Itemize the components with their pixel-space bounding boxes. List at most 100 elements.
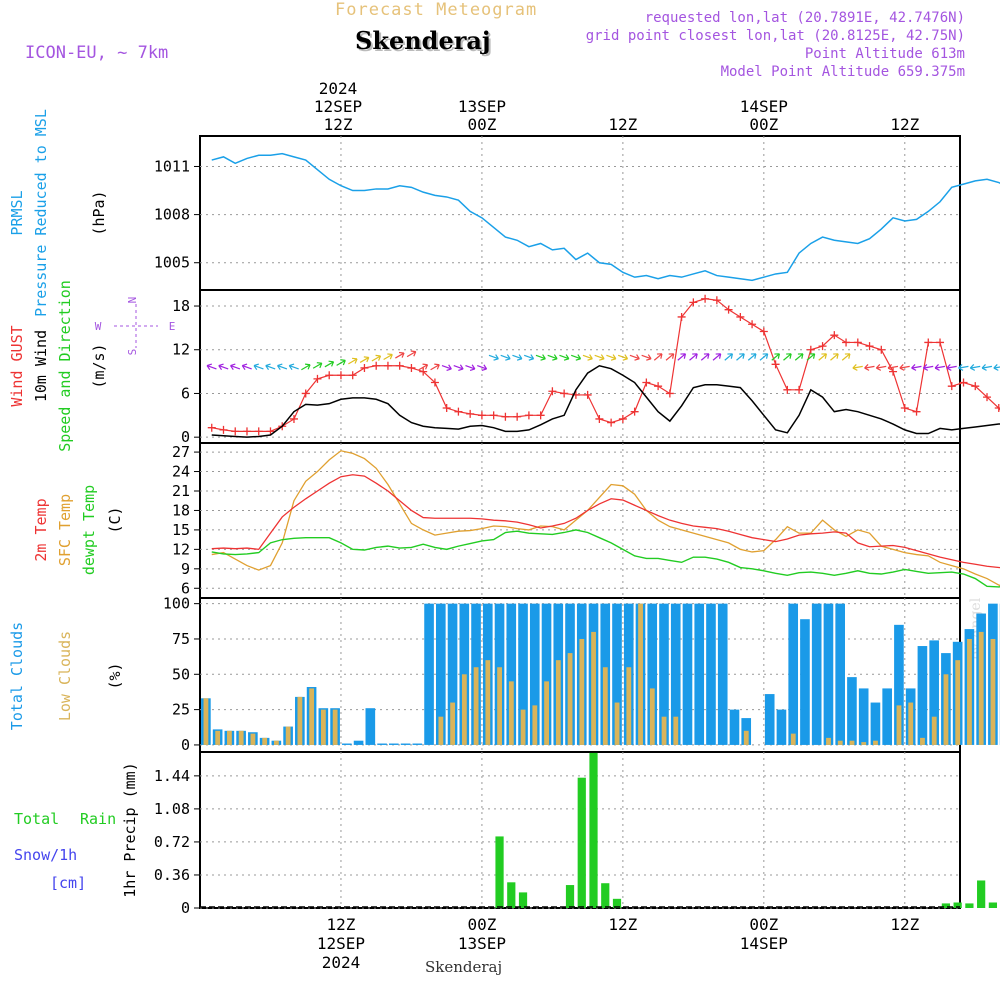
wind-arrow-icon <box>875 364 887 371</box>
wind-arrow-icon <box>841 353 851 361</box>
wind-arrow-head <box>422 363 429 370</box>
wind-arrow-head <box>241 363 248 371</box>
wind-arrow-shaft <box>535 354 546 360</box>
total-cloud-bar <box>894 624 904 745</box>
wind-arrow-shaft <box>348 358 358 365</box>
wind-arrow-shaft <box>477 364 487 370</box>
wind-arrow-icon <box>535 354 546 361</box>
gust-line <box>211 298 1000 432</box>
gust-marker <box>877 345 886 354</box>
total-cloud-bar <box>776 709 787 745</box>
wind-arrow-head <box>715 353 722 359</box>
clouds-ytick-label: 25 <box>172 701 190 719</box>
wind-arrow-head <box>899 364 905 371</box>
wind-arrow-head <box>703 353 710 359</box>
rain-bar <box>507 882 516 908</box>
rain-bar <box>565 885 575 908</box>
time-label-top: 2024 <box>319 79 358 98</box>
low-cloud-bar <box>438 716 444 745</box>
temperature-ytick-label: 27 <box>172 443 190 461</box>
wind-arrow-icon <box>783 353 792 361</box>
dewpoint-line <box>211 529 1000 588</box>
wind-arrow-shaft <box>418 364 428 371</box>
gust-marker <box>583 390 592 399</box>
low-cloud-bar <box>508 681 514 745</box>
rain-bar <box>601 883 610 908</box>
wind-arrow-head <box>528 354 535 361</box>
gust-marker <box>912 407 921 416</box>
rain-bar <box>518 892 528 908</box>
gust-marker <box>430 378 439 387</box>
wind-arrow-icon <box>934 364 946 371</box>
wind-arrow-icon <box>629 354 640 361</box>
low-cloud-bar <box>873 740 878 745</box>
wind-arrow-icon <box>547 354 558 361</box>
low-cloud-bar <box>673 716 679 745</box>
wind-arrow-head <box>668 353 675 359</box>
low-cloud-bar <box>920 737 925 745</box>
low-cloud-bar <box>579 638 585 745</box>
gust-marker <box>595 414 604 423</box>
total-cloud-bar <box>800 619 810 745</box>
total-cloud-bar <box>659 603 669 745</box>
wind-arrow-shaft <box>230 364 241 370</box>
low-cloud-bar <box>955 660 961 745</box>
sfc-temp-line <box>211 450 1000 587</box>
wind-arrow-head <box>646 354 652 361</box>
wind-arrow-shaft <box>864 365 875 369</box>
wind-panel-frame <box>199 289 961 444</box>
time-label-bottom: 14SEP <box>740 934 788 953</box>
low-cloud-bar <box>967 638 972 745</box>
low-cloud-bar <box>826 737 831 745</box>
total-cloud-bar <box>694 603 705 745</box>
precipitation-ytick-label: 0 <box>181 899 190 917</box>
wind-arrow-shaft <box>641 354 652 360</box>
wind-arrow-head <box>363 356 370 363</box>
wind-arrow-shaft <box>946 365 957 369</box>
wind-arrow-head <box>981 364 987 371</box>
low-cloud-bar <box>203 698 209 745</box>
temperature-panel-frame <box>199 442 961 599</box>
gust-marker <box>489 411 498 420</box>
total-cloud-bar <box>389 743 399 745</box>
wind-arrow-shaft <box>559 354 570 360</box>
time-label-bottom: 2024 <box>322 953 361 972</box>
low-cloud-bar <box>990 638 996 745</box>
total-cloud-bar <box>506 603 517 745</box>
time-label-top: 14SEP <box>740 97 788 116</box>
wind-arrow-head <box>911 364 917 371</box>
wind-arrow-head <box>218 363 224 371</box>
rain-bar <box>965 903 974 908</box>
low-cloud-bar <box>602 667 608 745</box>
time-label-bottom: 13SEP <box>458 934 506 953</box>
wind-arrow-shaft <box>794 353 804 361</box>
wind-arrow-icon <box>465 364 476 371</box>
wind-arrow-shaft <box>594 354 605 360</box>
gust-marker <box>971 382 980 391</box>
total-cloud-bar <box>412 743 423 745</box>
wind-arrow-shaft <box>453 364 464 370</box>
gust-marker <box>560 389 569 398</box>
wind-arrow-icon <box>736 353 745 361</box>
wind-arrow-head <box>469 364 476 371</box>
time-label-bottom: 12SEP <box>317 934 365 953</box>
clouds-ytick-label: 50 <box>172 665 190 683</box>
gust-marker <box>442 404 451 413</box>
wind-arrow-icon <box>993 364 1000 371</box>
total-cloud-bar <box>870 702 881 745</box>
wind-arrow-icon <box>606 354 617 361</box>
temp-unit: (C) <box>106 506 124 533</box>
gust-marker <box>889 367 898 376</box>
wind-arrow-head <box>481 364 488 371</box>
wind-arrow-icon <box>218 363 229 371</box>
gust-marker <box>795 385 804 394</box>
temperature-ytick-label: 12 <box>172 540 190 558</box>
gridpoint-coords: grid point closest lon,lat (20.8125E, 42… <box>585 28 965 44</box>
wind-arrow-icon <box>430 363 440 371</box>
gust-marker <box>865 342 874 351</box>
low-cloud-bar <box>520 709 526 745</box>
wind-arrow-shaft <box>500 354 511 360</box>
wind-arrow-icon <box>324 360 335 368</box>
wind-arrow-shaft <box>441 364 452 370</box>
total-cloud-bar <box>400 743 411 745</box>
